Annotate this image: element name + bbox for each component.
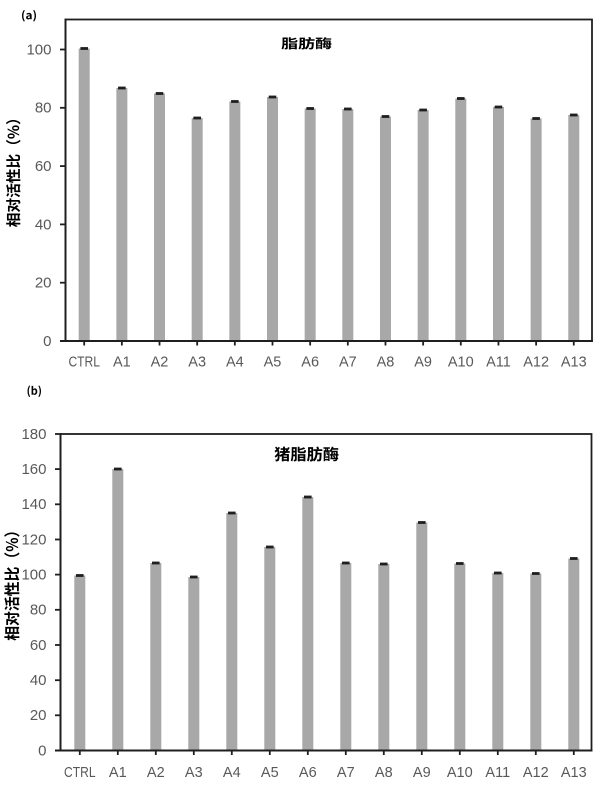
svg-text:40: 40	[30, 672, 47, 689]
svg-text:A12: A12	[523, 355, 549, 371]
svg-text:A10: A10	[447, 765, 473, 781]
svg-text:20: 20	[30, 707, 47, 724]
svg-text:A7: A7	[339, 355, 357, 371]
svg-text:A5: A5	[264, 355, 282, 371]
svg-text:A6: A6	[301, 355, 319, 371]
svg-text:0: 0	[38, 742, 46, 759]
svg-text:100: 100	[21, 567, 46, 584]
svg-text:A2: A2	[147, 765, 165, 781]
svg-text:0: 0	[43, 333, 51, 350]
svg-text:60: 60	[35, 158, 52, 175]
svg-text:40: 40	[35, 216, 52, 233]
svg-text:A4: A4	[226, 355, 244, 371]
svg-text:A5: A5	[261, 765, 279, 781]
svg-text:80: 80	[35, 100, 52, 117]
svg-text:A11: A11	[485, 765, 510, 781]
svg-text:100: 100	[26, 41, 51, 58]
svg-text:A9: A9	[413, 765, 431, 781]
svg-text:A13: A13	[561, 355, 587, 371]
svg-text:A3: A3	[188, 355, 206, 371]
svg-text:120: 120	[21, 531, 46, 548]
svg-text:A8: A8	[377, 355, 395, 371]
svg-text:80: 80	[30, 602, 47, 619]
svg-text:A4: A4	[223, 765, 241, 781]
svg-text:180: 180	[21, 426, 46, 443]
svg-text:A10: A10	[448, 355, 474, 371]
svg-text:A1: A1	[109, 765, 127, 781]
svg-text:160: 160	[21, 461, 46, 478]
svg-text:A11: A11	[486, 355, 511, 371]
svg-text:A13: A13	[561, 765, 587, 781]
svg-text:60: 60	[30, 637, 47, 654]
svg-text:140: 140	[21, 496, 46, 513]
svg-text:CTRL: CTRL	[68, 355, 100, 371]
svg-text:CTRL: CTRL	[64, 765, 96, 781]
svg-text:A6: A6	[299, 765, 317, 781]
svg-text:A8: A8	[375, 765, 393, 781]
svg-text:A2: A2	[151, 355, 169, 371]
svg-text:A7: A7	[337, 765, 355, 781]
svg-text:A3: A3	[185, 765, 203, 781]
svg-text:A1: A1	[113, 355, 131, 371]
svg-text:A9: A9	[414, 355, 432, 371]
svg-text:A12: A12	[523, 765, 549, 781]
svg-text:20: 20	[35, 275, 52, 292]
